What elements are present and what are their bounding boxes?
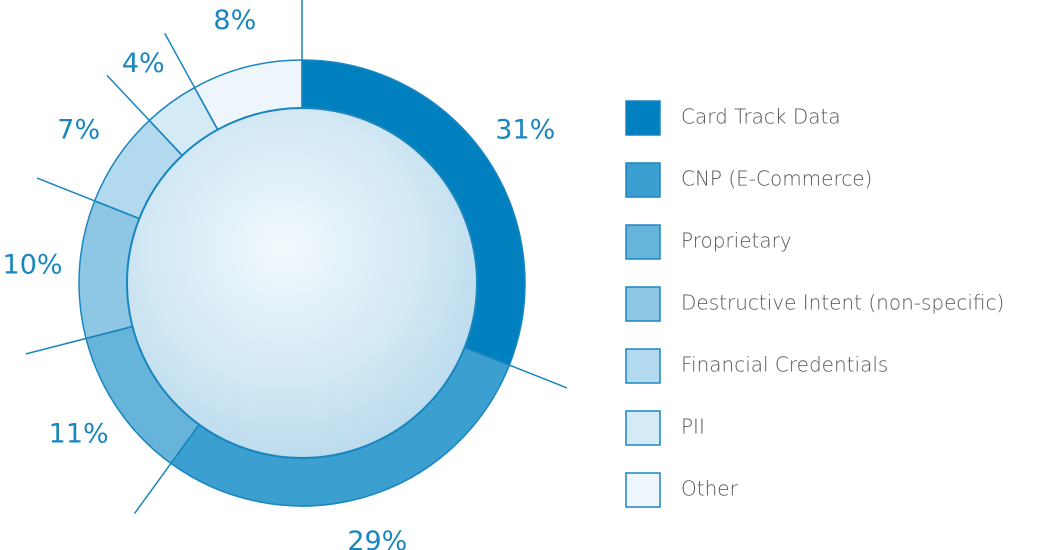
- legend-label: Financial Credentials: [681, 353, 888, 377]
- legend-swatch: [626, 101, 660, 135]
- value-label: 10%: [3, 250, 63, 281]
- legend-label: Other: [681, 477, 739, 501]
- value-label: 29%: [347, 526, 407, 550]
- legend-label: Proprietary: [681, 229, 792, 253]
- value-label: 11%: [49, 418, 109, 449]
- legend-swatch: [626, 349, 660, 383]
- value-label: 7%: [57, 115, 100, 146]
- legend-label: CNP (E-Commerce): [681, 167, 872, 191]
- value-label: 31%: [495, 115, 555, 146]
- chart: 31% 29% 11% 10% 7% 4% 8% Card Track Data CNP (E-…: [0, 0, 1045, 550]
- legend-swatch: [626, 163, 660, 197]
- legend-swatch: [626, 411, 660, 445]
- legend-label: Card Track Data: [681, 105, 841, 129]
- legend-label: Destructive Intent (non-specific): [681, 291, 1004, 315]
- legend-swatch: [626, 287, 660, 321]
- legend-label: PII: [681, 415, 705, 439]
- value-label: 8%: [213, 5, 256, 36]
- legend-swatch: [626, 225, 660, 259]
- inner-circle: [127, 108, 477, 458]
- value-label: 4%: [122, 48, 165, 79]
- legend-swatch: [626, 473, 660, 507]
